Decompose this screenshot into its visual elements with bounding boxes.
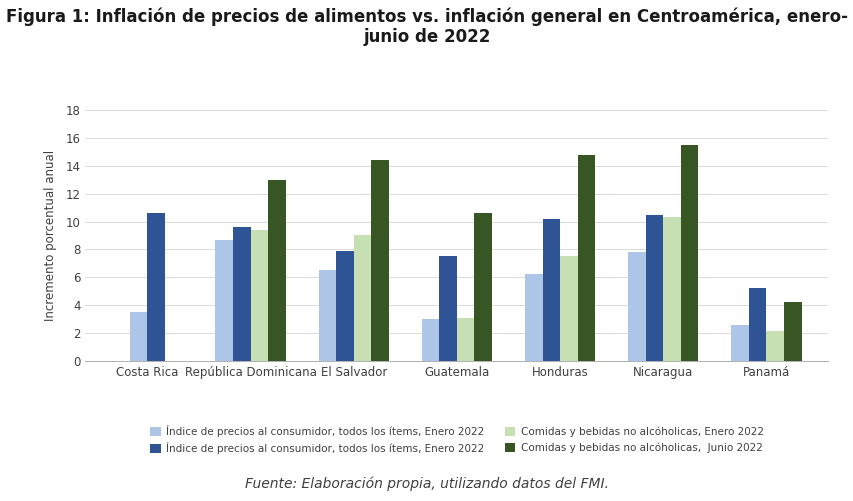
Bar	[560, 257, 577, 361]
Legend: Índice de precios al consumidor, todos los ítems, Enero 2022, Índice de precios : Índice de precios al consumidor, todos l…	[146, 421, 767, 458]
Text: Fuente: Elaboración propia, utilizando datos del FMI.: Fuente: Elaboración propia, utilizando d…	[245, 476, 608, 491]
Bar	[233, 227, 250, 361]
Bar	[371, 160, 388, 361]
Bar	[730, 325, 748, 361]
Bar	[680, 145, 698, 361]
Bar	[438, 257, 456, 361]
Bar	[628, 252, 645, 361]
Bar	[577, 155, 595, 361]
Bar	[353, 235, 371, 361]
Bar	[783, 302, 801, 361]
Bar	[766, 332, 783, 361]
Bar	[421, 319, 438, 361]
Bar	[645, 214, 663, 361]
Bar	[474, 213, 491, 361]
Bar	[318, 270, 336, 361]
Bar	[525, 275, 542, 361]
Bar	[148, 213, 165, 361]
Y-axis label: Incremento porcentual anual: Incremento porcentual anual	[44, 150, 57, 321]
Bar	[336, 251, 353, 361]
Bar	[748, 289, 766, 361]
Bar	[250, 230, 268, 361]
Text: junio de 2022: junio de 2022	[363, 28, 490, 46]
Bar	[456, 318, 474, 361]
Bar	[663, 217, 680, 361]
Bar	[215, 239, 233, 361]
Bar	[268, 180, 285, 361]
Bar	[130, 312, 148, 361]
Text: Figura 1: Inflación de precios de alimentos vs. inflación general en Centroaméri: Figura 1: Inflación de precios de alimen…	[6, 8, 847, 26]
Bar	[542, 219, 560, 361]
